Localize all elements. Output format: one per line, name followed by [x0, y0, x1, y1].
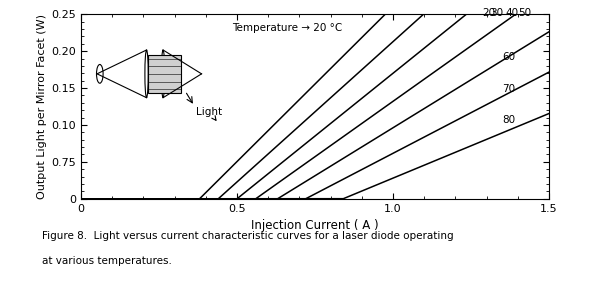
Text: 30: 30 — [490, 8, 503, 18]
Text: 60: 60 — [502, 52, 515, 62]
Text: 40: 40 — [505, 8, 518, 18]
Text: 80: 80 — [502, 115, 515, 125]
Text: 20: 20 — [482, 8, 495, 18]
Text: 50: 50 — [518, 8, 531, 18]
Y-axis label: Output Light per Mirror Facet (W): Output Light per Mirror Facet (W) — [37, 14, 47, 199]
Text: 70: 70 — [502, 84, 515, 94]
Text: Temperature → 20 °C: Temperature → 20 °C — [232, 23, 343, 33]
Bar — [148, 55, 181, 93]
X-axis label: Injection Current ( A ): Injection Current ( A ) — [251, 219, 379, 232]
Text: at various temperatures.: at various temperatures. — [42, 256, 172, 266]
Text: Figure 8.  Light versus current characteristic curves for a laser diode operatin: Figure 8. Light versus current character… — [42, 231, 454, 241]
Text: Light: Light — [196, 107, 223, 120]
